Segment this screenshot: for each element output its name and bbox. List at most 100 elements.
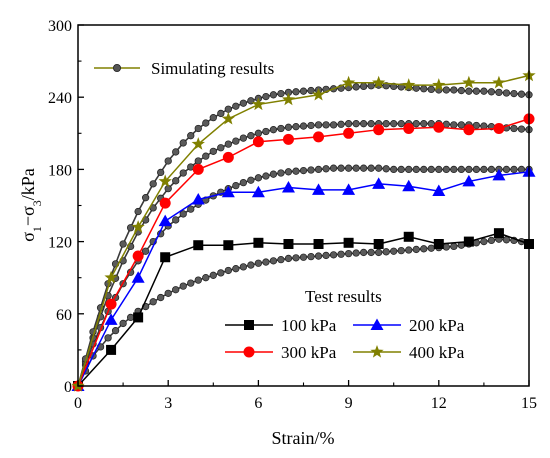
y-axis-title-sigma-1: σ — [18, 232, 38, 242]
sim-point — [187, 205, 195, 213]
sim-point — [119, 240, 127, 248]
sim-point — [194, 276, 202, 284]
x-tick-label: 6 — [254, 395, 262, 412]
sim-point — [502, 165, 511, 174]
sim-point — [390, 120, 398, 128]
sim-point — [217, 109, 225, 118]
sim-point — [359, 164, 368, 172]
y-axis-title-sub-3: 3 — [30, 200, 44, 206]
test-point — [373, 239, 384, 250]
sim-point — [194, 157, 202, 165]
sim-point — [337, 120, 345, 128]
test-point — [493, 228, 504, 239]
legend-simulating: Simulating results — [94, 59, 274, 78]
sim-point — [194, 124, 202, 133]
sim-point — [284, 123, 293, 131]
x-tick-label: 15 — [521, 395, 537, 412]
test-point — [192, 163, 204, 175]
sim-point — [179, 282, 187, 290]
test-point — [191, 192, 205, 205]
sim-point — [457, 121, 466, 129]
test-point — [158, 214, 172, 227]
legend-test-marker — [244, 320, 254, 330]
test-point — [313, 239, 324, 250]
legend-test-entry-0: 100 kPa — [225, 316, 337, 335]
sim-point — [442, 243, 450, 251]
sim-point — [375, 164, 383, 172]
y-axis-title-sub-1: 1 — [30, 226, 44, 232]
axis-ticks: 0 3 6 9 12 15 0 60 120 180 240 300 — [48, 18, 537, 412]
sim-point — [134, 207, 142, 216]
sim-point — [262, 127, 270, 136]
sim-point — [517, 125, 526, 133]
sim-point — [502, 89, 511, 97]
sim-point — [457, 165, 466, 174]
test-point — [158, 174, 172, 188]
sim-point — [390, 247, 398, 255]
sim-point — [322, 251, 330, 260]
sim-point — [329, 164, 338, 172]
sim-line-3 — [77, 84, 530, 387]
sim-point — [450, 121, 458, 129]
test-point — [433, 121, 445, 133]
sim-point — [352, 249, 360, 257]
sim-point — [277, 124, 285, 133]
sim-point — [239, 263, 248, 271]
sim-point — [202, 119, 210, 127]
sim-point — [179, 210, 187, 218]
legend-test-marker — [243, 346, 255, 358]
sim-point — [269, 91, 278, 99]
sim-point — [224, 140, 232, 148]
sim-point — [405, 246, 413, 254]
sim-point — [480, 165, 488, 174]
sim-point — [390, 165, 398, 174]
y-tick-label: 240 — [48, 90, 72, 107]
sim-point — [367, 120, 375, 128]
sim-point — [157, 293, 165, 302]
sim-point — [495, 88, 503, 97]
x-tick-label: 9 — [345, 395, 353, 412]
test-point — [343, 127, 355, 139]
legend-test-entry-2: 300 kPa — [225, 343, 337, 362]
sim-point — [247, 176, 255, 184]
sim-point — [172, 177, 180, 185]
test-point — [403, 122, 415, 134]
sim-point — [480, 237, 488, 246]
sim-point — [172, 148, 180, 156]
x-axis-title: Strain/% — [272, 428, 335, 448]
sim-point — [187, 132, 195, 140]
sim-point — [111, 327, 120, 335]
test-point — [312, 183, 326, 195]
sim-point — [209, 147, 217, 156]
sim-point — [405, 165, 413, 174]
sim-point — [352, 164, 360, 172]
sim-point — [329, 121, 338, 129]
test-point — [372, 177, 386, 189]
sim-point — [359, 248, 368, 257]
sim-point — [510, 165, 518, 174]
test-point — [492, 168, 506, 181]
sim-point — [292, 123, 300, 131]
sim-point — [307, 166, 315, 174]
test-point — [343, 237, 354, 248]
sim-point — [322, 121, 330, 129]
test-point — [492, 75, 506, 89]
sim-point — [217, 144, 225, 152]
legend-test-entry-3: 400 kPa — [353, 343, 465, 362]
sim-point — [420, 85, 428, 93]
sim-point — [217, 269, 225, 277]
sim-point — [232, 265, 240, 273]
sim-point — [352, 120, 360, 128]
legend-test-marker — [370, 318, 384, 330]
test-point — [131, 271, 145, 283]
x-tick-label: 0 — [74, 395, 82, 412]
test-point — [191, 137, 205, 150]
sim-point — [269, 170, 278, 178]
test-point — [282, 133, 294, 145]
test-point — [402, 78, 416, 91]
sim-point — [157, 168, 165, 177]
sim-point — [397, 120, 405, 128]
sim-point — [420, 165, 428, 174]
test-point — [462, 75, 476, 89]
